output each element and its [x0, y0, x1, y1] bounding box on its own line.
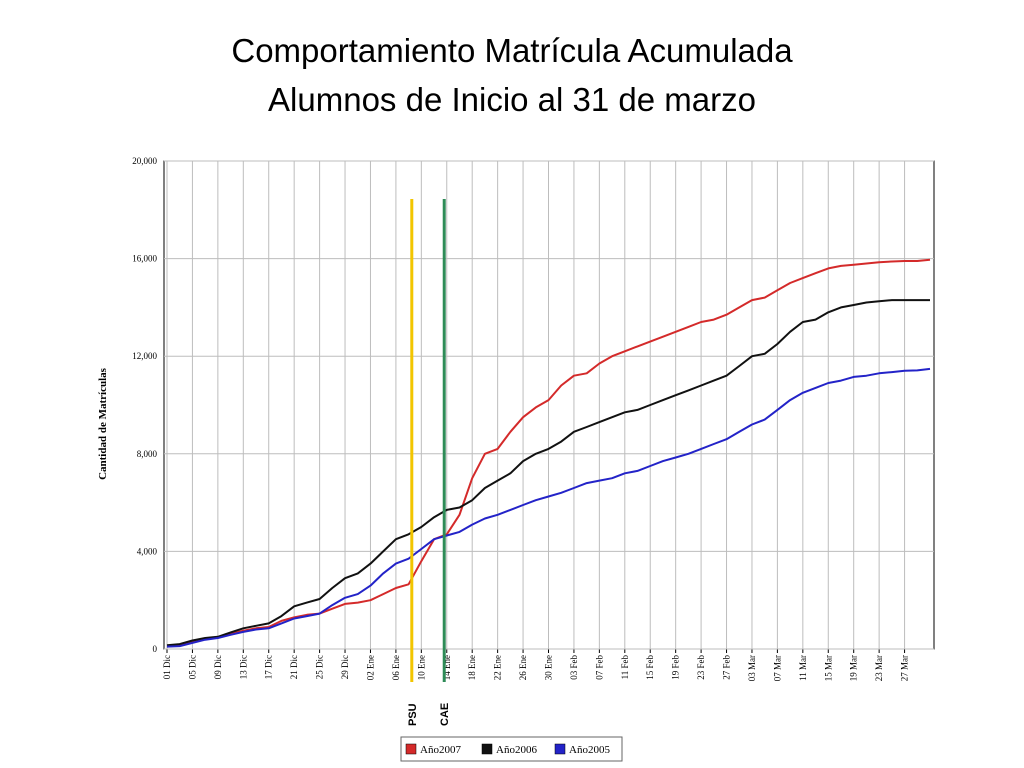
y-tick-label: 20,000 — [132, 156, 157, 166]
legend-swatch-Año2005 — [554, 743, 566, 755]
x-tick-label: 26 Ene — [518, 655, 528, 680]
event-markers: PSU CAE — [407, 199, 451, 726]
series-line-Año2005 — [166, 367, 931, 648]
y-tick-label: 4,000 — [137, 546, 158, 556]
y-axis-tick-labels: 0 4,000 8,000 12,000 16,000 20,000 — [132, 156, 157, 654]
x-tick-label: 01 Dic — [162, 655, 172, 679]
legend: Año2007 Año2006 Año2005 — [405, 743, 610, 756]
x-tick-label: 18 Ene — [467, 655, 477, 680]
marker-label-cae: CAE — [439, 703, 451, 726]
x-tick-label: 15 Feb — [645, 655, 655, 680]
legend-label-Año2006: Año2006 — [496, 744, 537, 756]
legend-swatch-Año2006 — [481, 743, 493, 755]
x-tick-label: 27 Mar — [900, 655, 910, 681]
x-tick-label: 17 Dic — [264, 655, 274, 679]
x-tick-label: 19 Feb — [671, 655, 681, 680]
x-tick-label: 07 Mar — [772, 655, 782, 681]
y-gridlines — [164, 160, 934, 650]
y-tick-label: 16,000 — [132, 254, 157, 264]
x-tick-label: 03 Mar — [747, 655, 757, 681]
x-tick-label: 02 Ene — [365, 655, 375, 680]
x-tick-label: 09 Dic — [213, 655, 223, 679]
x-tick-label: 06 Ene — [391, 655, 401, 680]
x-tick-label: 11 Mar — [798, 655, 808, 681]
x-tick-label: 22 Ene — [493, 655, 503, 680]
x-tick-label: 23 Mar — [874, 655, 884, 681]
x-tick-label: 21 Dic — [289, 655, 299, 679]
x-tick-label: 25 Dic — [315, 655, 325, 679]
marker-label-psu: PSU — [407, 703, 419, 726]
x-tick-label: 19 Mar — [849, 655, 859, 681]
x-tick-label: 07 Feb — [594, 655, 604, 680]
y-axis-label: Cantidad de Matrículas — [97, 367, 109, 480]
x-gridlines — [166, 161, 906, 653]
x-tick-label: 14 Ene — [442, 655, 452, 680]
legend-label-Año2005: Año2005 — [569, 744, 610, 756]
y-tick-label: 0 — [153, 644, 158, 654]
x-tick-label: 23 Feb — [696, 655, 706, 680]
x-tick-label: 29 Dic — [340, 655, 350, 679]
x-tick-label: 10 Ene — [416, 655, 426, 680]
x-axis-tick-labels: 01 Dic 05 Dic 09 Dic 13 Dic 17 Dic 21 Dic 25 D… — [162, 655, 910, 682]
slide-title-line-1: Comportamiento Matrícula Acumulada — [231, 32, 793, 69]
legend-label-Año2007: Año2007 — [420, 744, 461, 756]
slide-title-line-2: Alumnos de Inicio al 31 de marzo — [268, 81, 756, 118]
series-line-Año2006 — [166, 299, 930, 647]
y-tick-label: 8,000 — [137, 449, 158, 459]
legend-swatch-Año2007 — [405, 743, 417, 755]
series-line-Año2007 — [166, 258, 931, 648]
x-tick-label: 03 Feb — [569, 655, 579, 680]
x-tick-label: 15 Mar — [823, 655, 833, 681]
y-tick-label: 12,000 — [132, 351, 157, 361]
x-tick-label: 05 Dic — [187, 655, 197, 679]
x-tick-label: 30 Ene — [544, 655, 554, 680]
legend-box — [400, 736, 623, 762]
series-lines — [166, 258, 931, 648]
x-tick-label: 27 Feb — [722, 655, 732, 680]
x-tick-label: 11 Feb — [620, 655, 630, 680]
x-tick-label: 13 Dic — [238, 655, 248, 679]
